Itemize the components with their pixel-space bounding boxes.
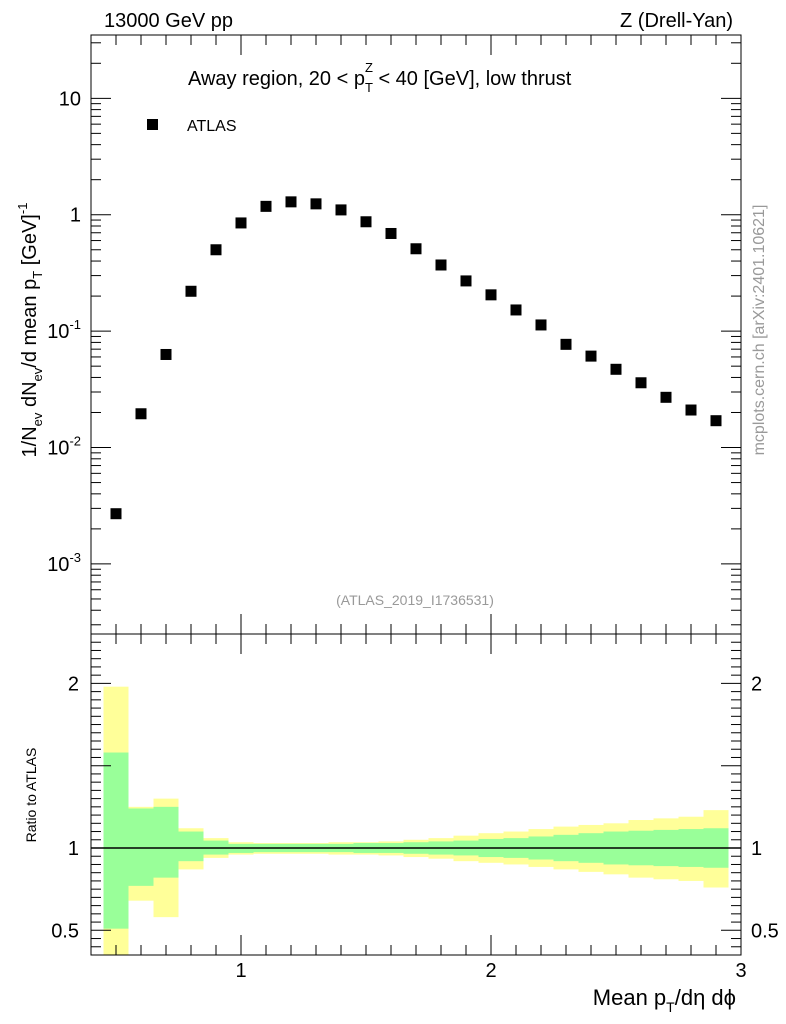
- ratio-y-tick-label-right: 2: [751, 673, 762, 695]
- ratio-band-bin: [128, 808, 154, 886]
- watermark: mcplots.cern.ch [arXiv:2401.10621]: [751, 205, 768, 456]
- ylabel-part-b: ev: [30, 412, 45, 426]
- ylabel-part-e: /d mean p: [19, 279, 41, 368]
- header-right: Z (Drell-Yan): [620, 10, 733, 32]
- y-tick-label: 10-3: [47, 550, 81, 576]
- legend: ATLAS: [147, 118, 237, 135]
- y-tick-label: 10-2: [47, 434, 81, 460]
- y-tick-label-base: 1: [70, 205, 81, 227]
- xlabel-part-b: T: [666, 999, 675, 1015]
- title-sup: Z: [365, 60, 373, 75]
- data-point: [335, 204, 347, 216]
- ylabel-part-f: T: [30, 271, 45, 279]
- data-point: [635, 377, 647, 389]
- data-point: [485, 289, 497, 301]
- y-tick-label-base: 10: [47, 554, 69, 576]
- y-tick-label: 10-1: [47, 317, 81, 343]
- main-panel-background: [91, 35, 741, 634]
- data-point: [710, 415, 722, 427]
- ratio-band-bin: [103, 752, 129, 929]
- legend-label: ATLAS: [187, 118, 237, 135]
- ratio-y-tick-label-right: 0.5: [751, 920, 779, 942]
- data-point: [360, 216, 372, 228]
- y-tick-label-exponent: -1: [69, 317, 81, 332]
- data-point: [435, 259, 447, 271]
- y-tick-label-base: 10: [59, 88, 81, 110]
- x-tick-label: 1: [235, 960, 246, 982]
- ratio-panel-background: [91, 634, 741, 955]
- y-tick-label-exponent: -2: [69, 434, 81, 449]
- data-points-group: [110, 196, 722, 520]
- data-point: [110, 508, 122, 520]
- ratio-band-bin: [178, 831, 204, 862]
- y-tick-label: 1: [70, 205, 81, 227]
- title-sub: T: [365, 80, 373, 95]
- data-point: [410, 243, 422, 255]
- x-tick-label: 3: [735, 960, 746, 982]
- ratio-panel-ticks: [90, 633, 742, 955]
- data-point: [235, 217, 247, 229]
- data-point: [285, 196, 297, 208]
- data-point: [585, 350, 597, 362]
- ratio-y-tick-labels: 0.5 0.5 1 1 2 2: [51, 673, 779, 942]
- data-point: [210, 244, 222, 256]
- header-left: 13000 GeV pp: [104, 10, 233, 32]
- ylabel-part-a: 1/N: [19, 426, 41, 457]
- ratio-y-tick-label-left: 2: [68, 673, 79, 695]
- ylabel-part-d: ev: [30, 367, 45, 381]
- ylabel-part-h: -1: [15, 203, 30, 215]
- title-suffix: < 40 [GeV], low thrust: [373, 68, 572, 90]
- legend-marker: [147, 119, 158, 130]
- ylabel-part-c: dN: [19, 381, 41, 412]
- ratio-band-bin: [153, 806, 179, 878]
- data-point: [160, 348, 172, 360]
- ratio-x-tick-labels: 1 2 3: [235, 960, 746, 982]
- plot-title: Away region, 20 < pTZ < 40 [GeV], low th…: [188, 60, 572, 95]
- ratio-panel-frame: [90, 633, 742, 956]
- ratio-y-tick-label-right: 1: [751, 838, 762, 860]
- title-prefix: Away region, 20 < p: [188, 68, 365, 90]
- data-point: [460, 275, 472, 287]
- data-point: [610, 363, 622, 375]
- ratio-y-tick-label-left: 1: [68, 838, 79, 860]
- y-tick-label-base: 10: [47, 321, 69, 343]
- x-tick-label: 2: [485, 960, 496, 982]
- xlabel-part-c: /dη dϕ: [675, 985, 736, 1010]
- data-point: [385, 227, 397, 239]
- data-point: [185, 285, 197, 297]
- xlabel-part-a: Mean p: [593, 985, 666, 1010]
- data-point: [660, 391, 672, 403]
- data-point: [535, 319, 547, 331]
- analysis-id: (ATLAS_2019_I1736531): [336, 592, 494, 608]
- ratio-panel: 0.5 0.5 1 1 2 2 1 2 3: [51, 633, 779, 982]
- ratio-y-axis-label: Ratio to ATLAS: [23, 748, 39, 843]
- x-axis-label: Mean pT/dη dϕ: [593, 985, 736, 1015]
- data-point: [310, 198, 322, 210]
- y-tick-label: 10: [59, 88, 81, 110]
- main-panel-ticks: [90, 35, 742, 634]
- main-y-axis-label: 1/Nev dNev/d mean pT [GeV]-1: [15, 203, 45, 458]
- data-point: [260, 200, 272, 212]
- data-point: [560, 338, 572, 350]
- y-tick-label-base: 10: [47, 438, 69, 460]
- data-point: [685, 404, 697, 416]
- ylabel-part-g: [GeV]: [19, 214, 41, 271]
- y-tick-label-exponent: -3: [69, 550, 81, 565]
- data-point: [135, 408, 147, 420]
- data-point: [510, 304, 522, 316]
- ratio-y-tick-label-left: 0.5: [51, 920, 79, 942]
